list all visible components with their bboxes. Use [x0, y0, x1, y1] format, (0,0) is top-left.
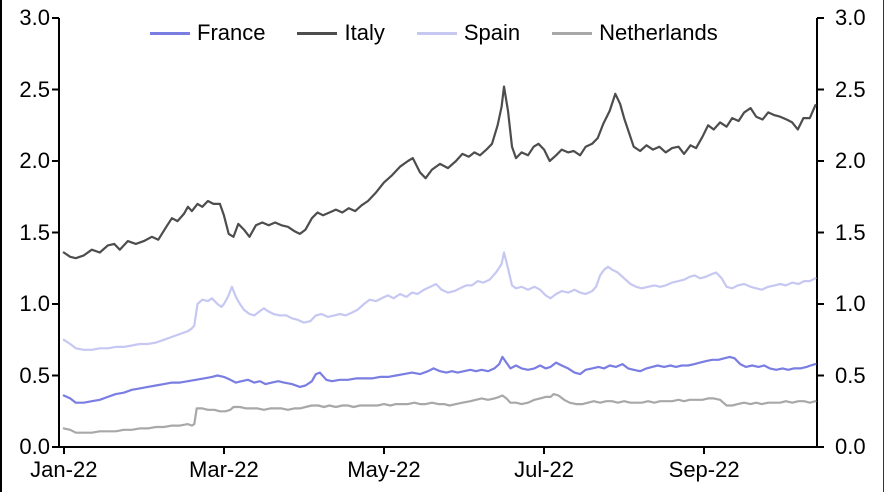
legend-label: Netherlands [599, 20, 718, 45]
legend-label: Spain [463, 20, 521, 45]
y-tick-label-right: 1.5 [835, 219, 866, 245]
y-tick-label-right: 3.0 [835, 5, 866, 30]
y-tick-label-left: 1.0 [19, 291, 50, 316]
y-tick-label-right: 0.0 [835, 434, 866, 459]
chart-legend: France Italy Spain Netherlands [150, 21, 718, 45]
x-tick-label: Sep-22 [668, 457, 740, 482]
y-tick-label-left: 1.5 [19, 219, 50, 245]
series-line-spain [62, 251, 817, 351]
legend-item-france: France [150, 21, 265, 45]
y-tick-label-right: 2.5 [835, 76, 866, 102]
series-line-france [62, 355, 817, 404]
legend-item-italy: Italy [297, 20, 385, 45]
italy-line-swatch [297, 31, 338, 35]
x-tick-label: Jul-22 [514, 457, 574, 482]
y-tick-label-right: 2.0 [835, 148, 866, 173]
y-tick-label-right: 1.0 [835, 291, 866, 316]
legend-label: Italy [344, 20, 385, 45]
legend-item-spain: Spain [416, 20, 521, 45]
y-tick-label-left: 3.0 [19, 5, 50, 30]
series-line-netherlands [62, 393, 817, 434]
france-line-swatch [150, 31, 190, 35]
spain-line-swatch [416, 31, 457, 35]
y-tick-label-left: 2.0 [19, 148, 50, 173]
y-tick-label-left: 0.0 [19, 434, 50, 459]
x-tick-label: Jan-22 [30, 457, 98, 482]
y-tick-label-right: 0.5 [835, 362, 866, 388]
y-tick-label-left: 0.5 [19, 362, 50, 388]
series-line-italy [62, 85, 817, 260]
x-tick-label: Mar-22 [189, 457, 259, 482]
legend-label: France [197, 20, 266, 45]
netherlands-line-swatch [552, 31, 593, 35]
x-tick-label: May-22 [347, 457, 421, 482]
y-tick-label-left: 2.5 [19, 76, 50, 102]
legend-item-netherlands: Netherlands [552, 21, 718, 45]
